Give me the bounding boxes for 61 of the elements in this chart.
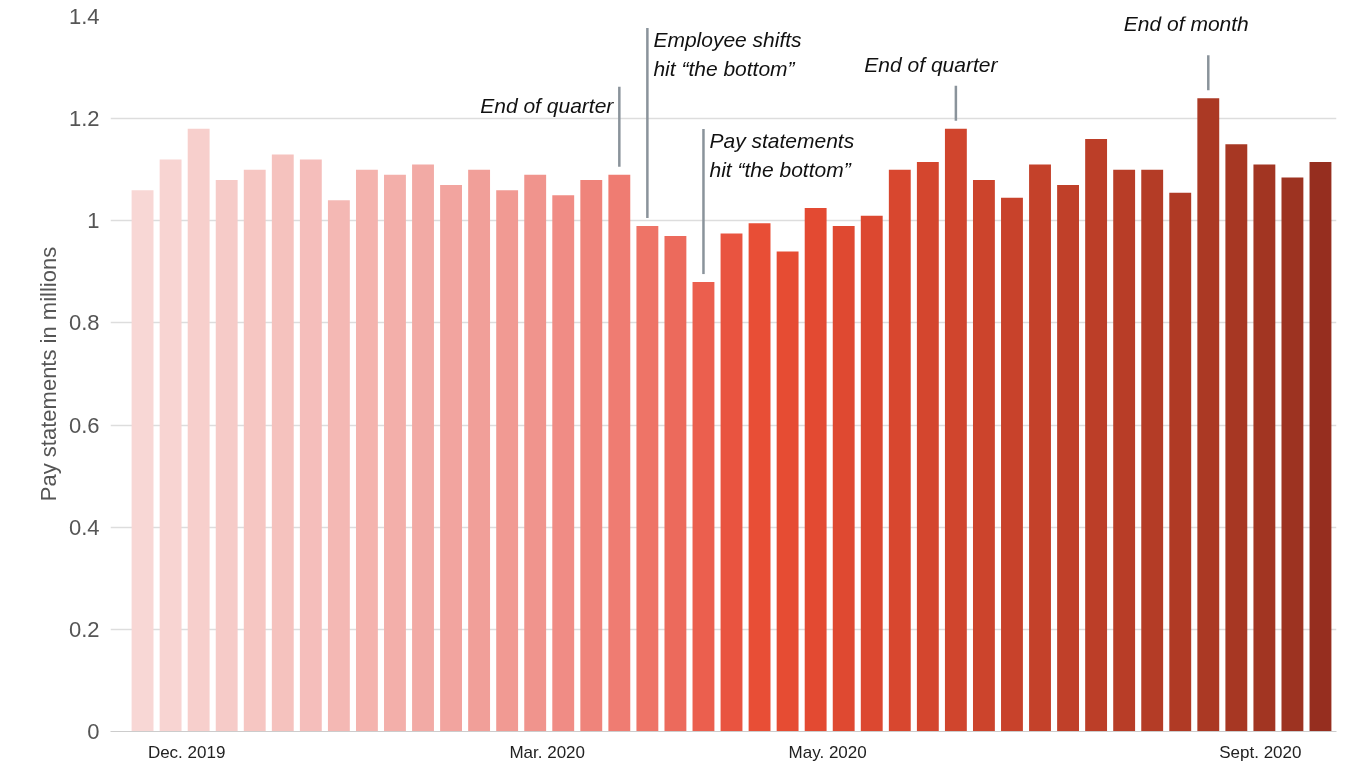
bar	[860, 215, 883, 732]
bar	[355, 169, 378, 732]
bar	[664, 236, 687, 732]
bar	[412, 164, 434, 732]
bar	[496, 190, 519, 732]
bar	[888, 169, 911, 732]
annotation: End of quarter	[864, 52, 999, 76]
y-tick-label: 0.6	[68, 412, 100, 438]
bar	[524, 174, 547, 732]
annotation: Pay statements hit “the bottom”	[709, 129, 855, 181]
bar	[552, 195, 575, 732]
bar	[468, 169, 491, 732]
annotation: End of month	[1123, 12, 1249, 36]
x-tick-label: Sept. 2020	[1219, 742, 1302, 762]
bar	[187, 128, 210, 732]
bar	[1141, 169, 1164, 732]
bar	[1169, 192, 1192, 732]
bar	[776, 251, 799, 732]
y-tick-label: 1.4	[68, 4, 100, 29]
bar	[832, 225, 855, 732]
bar	[1057, 185, 1079, 732]
y-tick-label: 1	[87, 208, 100, 234]
bar	[916, 162, 939, 732]
bar	[748, 223, 771, 732]
bar	[1197, 98, 1220, 732]
bar	[1001, 197, 1023, 732]
x-tick-label: May. 2020	[788, 742, 867, 762]
bar	[131, 190, 154, 732]
bar	[692, 282, 715, 732]
bar	[972, 179, 995, 732]
annotation: End of quarter	[480, 93, 615, 117]
bar	[1309, 162, 1332, 732]
bar	[299, 159, 322, 732]
bar	[215, 179, 238, 732]
bar	[159, 159, 182, 732]
bar	[327, 200, 350, 732]
y-tick-label: 0.2	[68, 616, 100, 642]
bar	[1225, 144, 1248, 732]
bar	[1253, 164, 1276, 732]
y-tick-label: 0	[87, 719, 100, 744]
bar	[1085, 139, 1108, 732]
bar	[243, 169, 266, 732]
bar	[440, 185, 462, 732]
bar	[580, 179, 603, 732]
bar	[1029, 164, 1051, 732]
bar	[944, 128, 967, 732]
annotation: Employee shifts hit “the bottom”	[653, 27, 803, 80]
y-tick-label: 0.4	[68, 514, 100, 540]
bar	[1113, 169, 1136, 732]
bar	[636, 225, 659, 732]
bar	[720, 233, 743, 732]
y-tick-label: 0.8	[68, 310, 100, 336]
bar	[271, 154, 294, 732]
x-tick-label: Dec. 2019	[147, 742, 226, 762]
bar	[804, 208, 827, 732]
y-tick-label: 1.2	[68, 106, 100, 132]
x-tick-label: Mar. 2020	[509, 742, 586, 762]
bar	[608, 174, 631, 732]
bar	[1281, 177, 1304, 732]
y-axis-title: Pay statements in millions	[35, 246, 61, 502]
bar	[384, 174, 406, 732]
